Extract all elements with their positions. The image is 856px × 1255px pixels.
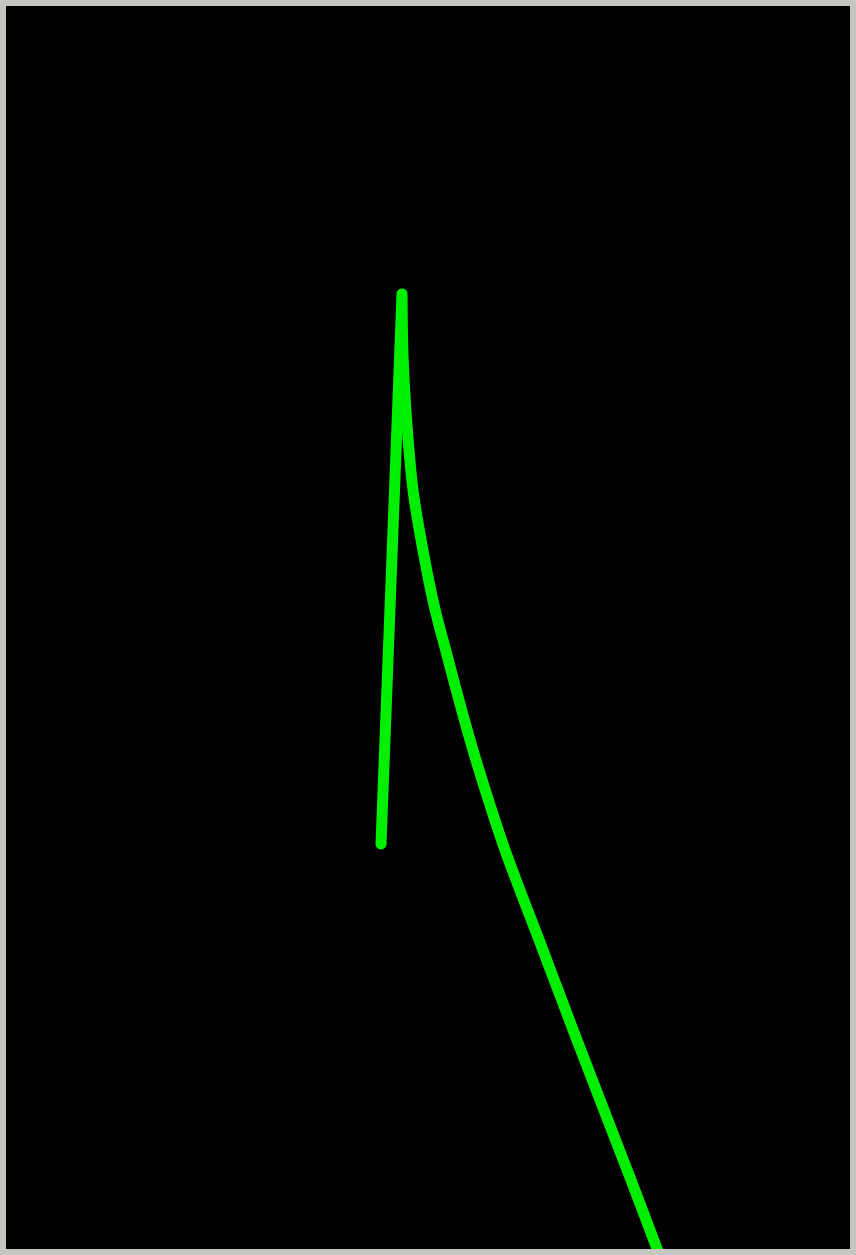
curve-right-branch bbox=[396, 288, 666, 1255]
curve-left-branch bbox=[375, 288, 408, 850]
